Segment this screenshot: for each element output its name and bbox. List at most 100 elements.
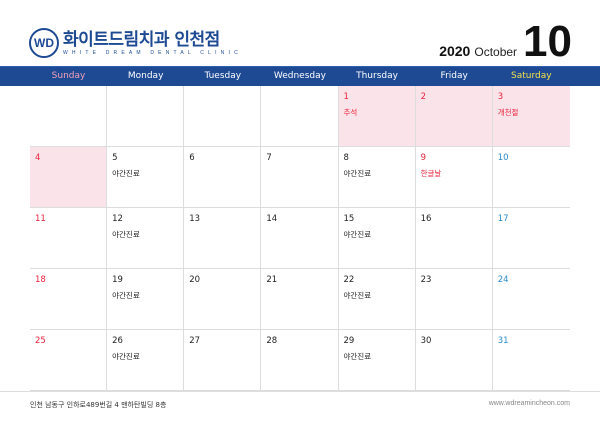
website-link[interactable]: www.wdreamincheon.com <box>488 400 570 407</box>
day-note: 야간진료 <box>343 230 372 239</box>
day-cell[interactable]: 6 <box>184 147 262 207</box>
day-number: 6 <box>189 153 195 163</box>
day-cell[interactable]: 16 <box>416 208 493 268</box>
day-number: 15 <box>343 214 355 224</box>
day-cell[interactable]: 22 야간진료 <box>339 269 416 329</box>
day-note: 야간진료 <box>343 169 372 178</box>
day-number: 21 <box>266 275 278 285</box>
year: 2020 <box>439 43 471 59</box>
day-number: 17 <box>497 214 509 224</box>
day-cell[interactable]: 2 <box>415 86 493 146</box>
address: 인천 남동구 인하로489번길 4 맨하탄빌딩 8층 <box>30 401 167 409</box>
day-cell[interactable]: 12 야간진료 <box>107 208 185 268</box>
day-note: 한글날 <box>420 169 442 178</box>
day-number: 24 <box>497 275 509 285</box>
day-cell[interactable] <box>107 86 185 146</box>
clinic-logo: WD 화이트드림치과 인천점 WHITE DREAM DENTAL CLINIC <box>29 28 242 58</box>
day-note: 야간진료 <box>112 352 140 361</box>
day-cell[interactable]: 26 야간진료 <box>107 330 185 390</box>
weekday-tuesday: Tuesday <box>204 71 242 81</box>
day-number: 20 <box>189 275 201 285</box>
day-note: 개천절 <box>497 108 519 117</box>
day-cell[interactable]: 15 야간진료 <box>339 208 416 268</box>
day-number: 29 <box>343 336 355 346</box>
day-number: 23 <box>420 275 432 285</box>
weekday-friday: Friday <box>440 71 468 81</box>
day-cell[interactable]: 13 <box>184 208 262 268</box>
calendar-date: 2020 October 10 <box>439 17 572 66</box>
day-number: 31 <box>497 336 509 346</box>
day-number: 27 <box>189 336 201 346</box>
day-note: 야간진료 <box>112 230 140 239</box>
day-cell[interactable]: 7 <box>261 147 339 207</box>
day-number: 12 <box>112 214 123 224</box>
month-name: October <box>474 45 518 59</box>
month-number: 10 <box>523 17 572 66</box>
day-number: 2 <box>420 92 427 102</box>
day-cell[interactable]: 20 <box>184 269 262 329</box>
day-cell[interactable]: 21 <box>261 269 339 329</box>
day-cell[interactable]: 27 <box>184 330 262 390</box>
day-number: 19 <box>112 275 123 285</box>
day-cell[interactable]: 17 <box>493 208 570 268</box>
day-number: 25 <box>35 336 46 346</box>
day-cell[interactable]: 18 <box>30 269 108 329</box>
day-note: 추석 <box>343 108 358 117</box>
calendar-grid: 1 추석 2 3 개천절 4 5 야간진료 6 7 8 야간진료 9 한글날 10 11 12 야간진료 13 14 1… <box>30 86 570 391</box>
day-number: 22 <box>343 275 355 285</box>
day-number: 4 <box>35 153 41 163</box>
weekday-thursday: Thursday <box>356 71 398 81</box>
day-cell[interactable] <box>30 86 108 146</box>
day-cell[interactable]: 24 <box>493 269 570 329</box>
clinic-name: 화이트드림치과 인천점 <box>63 30 220 50</box>
week-row: 18 19 야간진료 20 21 22 야간진료 23 24 <box>30 269 570 330</box>
day-cell[interactable]: 30 <box>416 330 493 390</box>
day-number: 18 <box>35 275 46 285</box>
week-row: 11 12 야간진료 13 14 15 야간진료 16 17 <box>30 208 570 269</box>
day-cell[interactable]: 14 <box>261 208 339 268</box>
day-cell[interactable]: 29 야간진료 <box>339 330 416 390</box>
day-cell[interactable] <box>261 86 339 146</box>
weekday-wednesday: Wednesday <box>273 71 326 81</box>
day-cell[interactable]: 31 <box>493 330 570 390</box>
day-number: 11 <box>35 214 46 224</box>
day-number: 3 <box>497 92 504 102</box>
day-number: 13 <box>189 214 201 224</box>
weekday-monday: Monday <box>127 71 164 81</box>
day-cell[interactable]: 1 추석 <box>338 86 416 146</box>
day-cell[interactable]: 3 개천절 <box>492 86 570 146</box>
day-cell[interactable]: 8 야간진료 <box>339 147 416 207</box>
day-number: 5 <box>112 153 118 163</box>
day-cell[interactable]: 5 야간진료 <box>107 147 185 207</box>
day-cell[interactable]: 4 <box>30 147 108 207</box>
day-number: 8 <box>343 153 349 163</box>
day-number: 1 <box>343 92 349 102</box>
weekday-saturday: Saturday <box>511 71 552 81</box>
day-number: 10 <box>497 153 509 163</box>
day-number: 28 <box>266 336 278 346</box>
day-cell[interactable] <box>184 86 262 146</box>
day-number: 14 <box>266 214 278 224</box>
weekday-sunday: Sunday <box>51 71 86 81</box>
day-cell[interactable]: 9 한글날 <box>416 147 493 207</box>
day-cell[interactable]: 19 야간진료 <box>107 269 185 329</box>
day-number: 7 <box>266 153 272 163</box>
divider <box>0 391 600 392</box>
week-row: 4 5 야간진료 6 7 8 야간진료 9 한글날 10 <box>30 147 570 208</box>
logo-emblem: WD <box>29 28 59 58</box>
day-number: 16 <box>420 214 432 224</box>
day-note: 야간진료 <box>343 352 372 361</box>
day-note: 야간진료 <box>112 169 140 178</box>
weekday-header: Sunday Monday Tuesday Wednesday Thursday Frid… <box>0 66 600 86</box>
day-cell[interactable]: 25 <box>30 330 108 390</box>
day-cell[interactable]: 28 <box>261 330 339 390</box>
week-row: 1 추석 2 3 개천절 <box>30 86 570 147</box>
day-cell[interactable]: 23 <box>416 269 493 329</box>
day-cell[interactable]: 11 <box>30 208 108 268</box>
day-note: 야간진료 <box>343 291 372 300</box>
day-note: 야간진료 <box>112 291 140 300</box>
day-cell[interactable]: 10 <box>493 147 570 207</box>
week-row: 25 26 야간진료 27 28 29 야간진료 30 31 <box>30 330 570 391</box>
day-number: 30 <box>420 336 432 346</box>
day-number: 26 <box>112 336 123 346</box>
